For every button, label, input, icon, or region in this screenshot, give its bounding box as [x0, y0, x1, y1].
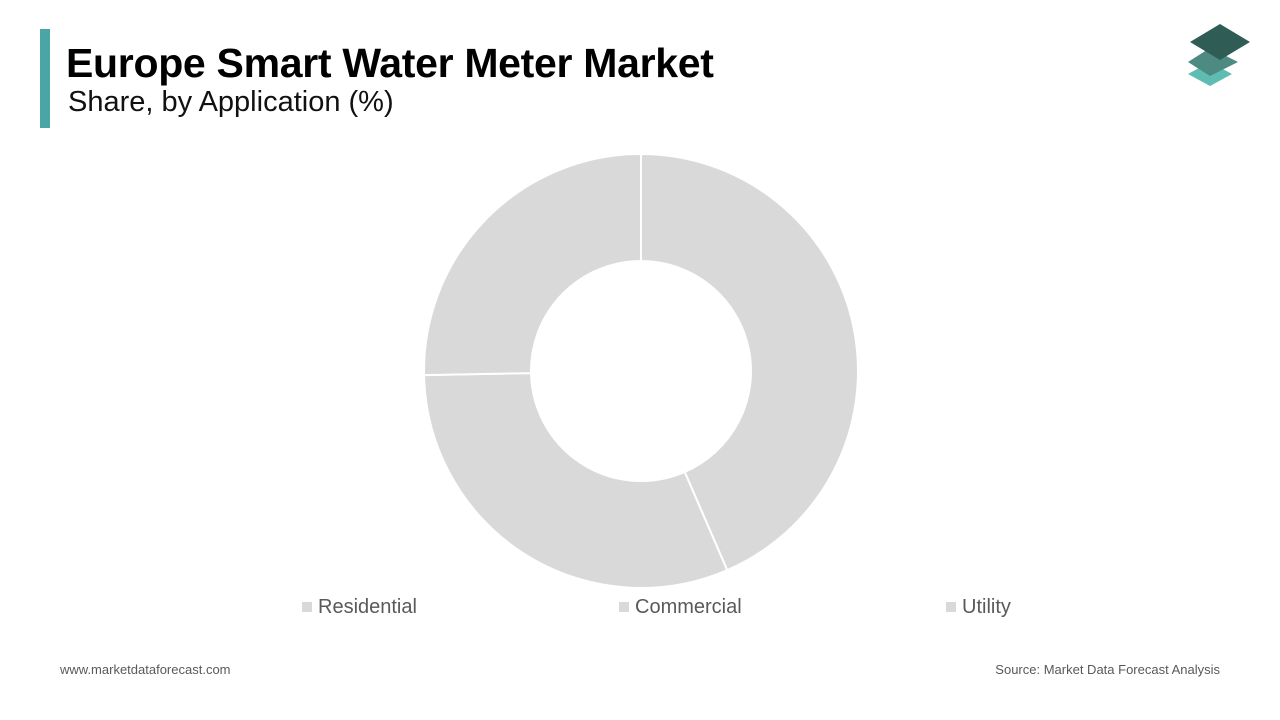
footer-source: Source: Market Data Forecast Analysis	[995, 662, 1220, 677]
legend-label: Utility	[962, 595, 1011, 618]
chart-title: Europe Smart Water Meter Market	[66, 40, 714, 86]
slice-utility	[423, 152, 642, 377]
logo-layer-middle	[1188, 48, 1238, 76]
legend-item-commercial: Commercial	[619, 595, 742, 619]
legend-swatch	[946, 602, 956, 612]
slice-commercial	[423, 372, 729, 589]
legend-item-utility: Utility	[946, 595, 1011, 619]
slice-residential	[640, 152, 859, 572]
legend-swatch	[619, 602, 629, 612]
legend-item-residential: Residential	[302, 595, 417, 619]
stacked-layers-icon	[1188, 24, 1250, 86]
legend-label: Residential	[318, 595, 417, 618]
title-accent-bar	[40, 29, 50, 128]
legend-label: Commercial	[635, 595, 742, 618]
chart-subtitle: Share, by Application (%)	[68, 86, 394, 118]
legend-swatch	[302, 602, 312, 612]
footer-website: www.marketdataforecast.com	[60, 662, 231, 677]
logo-layer-top	[1190, 24, 1250, 60]
